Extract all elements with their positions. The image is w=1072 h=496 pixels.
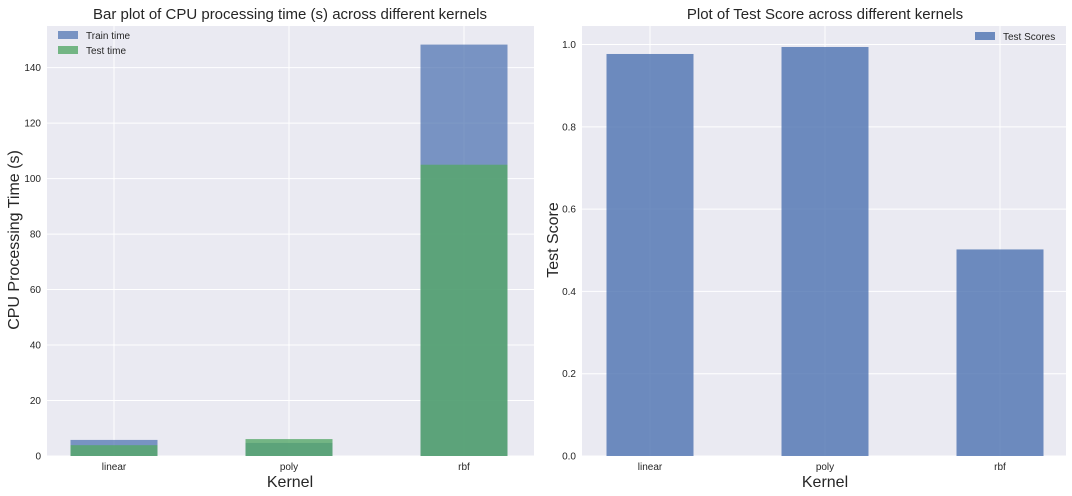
x-tick-label: linear: [638, 462, 663, 473]
x-axis-label: Kernel: [802, 474, 848, 491]
test-score-chart: 0.0 0.2 0.4 0.6 0.8 1.0 linear poly rbf Plot of…: [545, 6, 1066, 491]
legend-swatch-test-scores: [975, 32, 995, 40]
y-tick-labels: 0 20 40 60 80 100 120 140: [24, 63, 41, 462]
x-axis-label: Kernel: [267, 474, 313, 491]
y-tick-label: 60: [30, 285, 42, 296]
y-tick-label: 1.0: [562, 40, 576, 51]
chart-title: Plot of Test Score across different kern…: [687, 6, 963, 23]
x-tick-labels: linear poly rbf: [102, 462, 470, 473]
y-tick-label: 80: [30, 230, 42, 241]
bar-test-time-rbf: [420, 164, 508, 457]
legend-label-train-time: Train time: [86, 31, 131, 42]
bar-test-scores-poly: [781, 46, 869, 456]
bar-test-time-poly: [245, 439, 333, 456]
y-tick-label: 0: [35, 452, 41, 463]
bar-test-time-linear: [70, 445, 158, 456]
cpu-time-chart: 0 20 40 60 80 100 120 140 linear poly rbf Bar plo…: [6, 6, 534, 491]
chart-title: Bar plot of CPU processing time (s) acro…: [93, 6, 487, 23]
y-tick-label: 20: [30, 396, 42, 407]
y-tick-label: 0.0: [562, 452, 576, 463]
legend-swatch-test-time: [58, 46, 78, 54]
x-tick-label: rbf: [994, 462, 1006, 473]
y-tick-label: 120: [24, 119, 41, 130]
x-tick-labels: linear poly rbf: [638, 462, 1006, 473]
bars: [70, 44, 508, 457]
legend-swatch-train-time: [58, 31, 78, 39]
y-tick-label: 40: [30, 341, 42, 352]
x-tick-label: poly: [280, 462, 298, 473]
y-axis-label: CPU Processing Time (s): [6, 150, 23, 330]
y-tick-label: 0.4: [562, 287, 576, 298]
x-tick-label: rbf: [458, 462, 470, 473]
y-tick-labels: 0.0 0.2 0.4 0.6 0.8 1.0: [562, 40, 576, 462]
bar-test-scores-rbf: [956, 249, 1044, 456]
legend: Train time Test time: [58, 31, 131, 57]
legend: Test Scores: [975, 32, 1055, 43]
legend-label-test-scores: Test Scores: [1003, 32, 1055, 43]
y-axis-label: Test Score: [545, 202, 562, 278]
bar-test-scores-linear: [606, 53, 694, 456]
x-tick-label: linear: [102, 462, 127, 473]
legend-label-test-time: Test time: [86, 46, 126, 57]
x-tick-label: poly: [816, 462, 834, 473]
y-tick-label: 0.6: [562, 205, 576, 216]
bars: [606, 46, 1044, 456]
y-tick-label: 0.2: [562, 369, 576, 380]
y-tick-label: 0.8: [562, 122, 576, 133]
y-tick-label: 100: [24, 174, 41, 185]
y-tick-label: 140: [24, 63, 41, 74]
